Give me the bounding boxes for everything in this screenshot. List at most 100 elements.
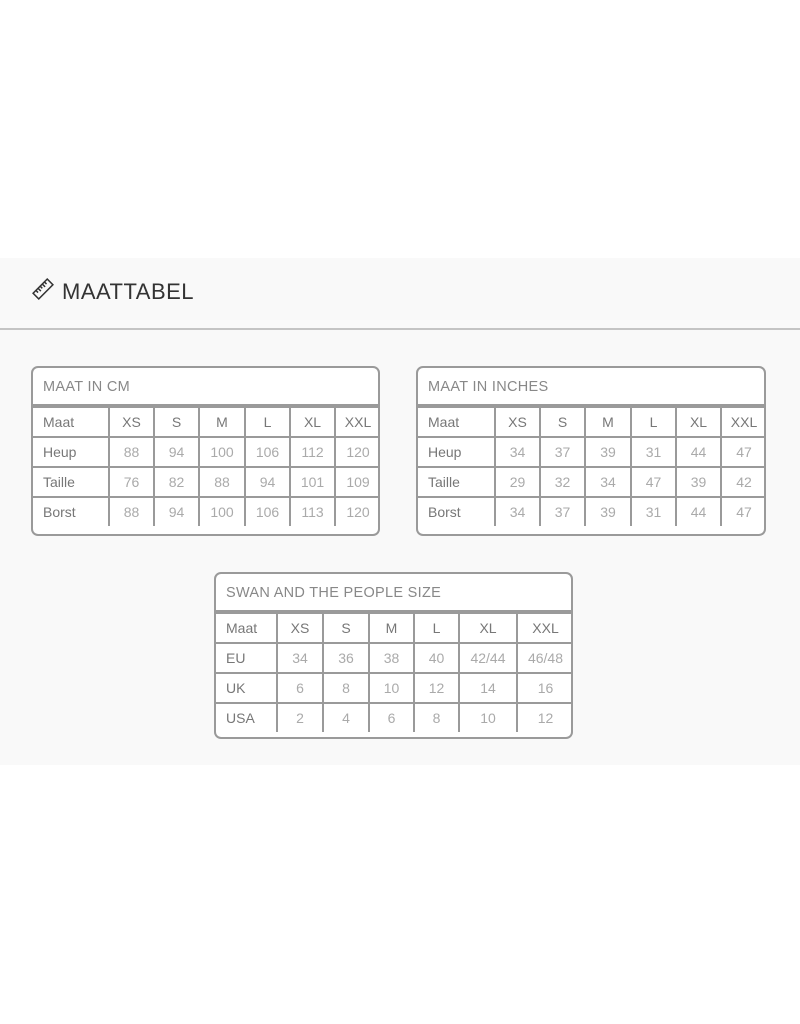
table-row: Taille 29 32 34 47 39 42 <box>418 466 764 498</box>
table-cell: 94 <box>153 496 200 526</box>
table-cell: M <box>368 612 415 644</box>
table-cell: 100 <box>198 436 246 468</box>
row-label: Borst <box>418 496 496 526</box>
table-cell: S <box>153 406 200 438</box>
table-cell: 47 <box>630 466 677 498</box>
table-cell: 109 <box>334 466 378 498</box>
table-cell: M <box>584 406 632 438</box>
table-cell: S <box>322 612 370 644</box>
table-cell: 6 <box>276 672 324 704</box>
table-header-row: Maat XS S M L XL XXL <box>216 612 571 644</box>
table-cell: S <box>539 406 586 438</box>
table-cell: 34 <box>584 466 632 498</box>
table-cell: 39 <box>584 436 632 468</box>
table-cell: XS <box>494 406 541 438</box>
header: MAATTABEL <box>32 278 194 305</box>
table-cell: XL <box>458 612 518 644</box>
ruler-icon <box>32 278 54 305</box>
table-row: USA 2 4 6 8 10 12 <box>216 702 571 732</box>
table-cell: XXL <box>516 612 571 644</box>
table-cell: 4 <box>322 702 370 732</box>
table-cell: 29 <box>494 466 541 498</box>
table-cell: 120 <box>334 496 378 526</box>
table-cell: 82 <box>153 466 200 498</box>
table-cell: M <box>198 406 246 438</box>
table-cell: XS <box>276 612 324 644</box>
table-cell: 100 <box>198 496 246 526</box>
table-header-row: Maat XS S M L XL XXL <box>33 406 378 438</box>
table-cell: 39 <box>584 496 632 526</box>
table-row: Heup 34 37 39 31 44 47 <box>418 436 764 468</box>
table-cell: 39 <box>675 466 722 498</box>
table-cell: XL <box>289 406 336 438</box>
table-cell: 44 <box>675 436 722 468</box>
table-cell: 76 <box>108 466 155 498</box>
table-row: UK 6 8 10 12 14 16 <box>216 672 571 704</box>
table-cell: 88 <box>108 436 155 468</box>
table-cell: 40 <box>413 642 460 674</box>
table-header-row: Maat XS S M L XL XXL <box>418 406 764 438</box>
table-cell: 8 <box>322 672 370 704</box>
table-cell: 42/44 <box>458 642 518 674</box>
table-cell: 34 <box>276 642 324 674</box>
table-cell: XXL <box>720 406 764 438</box>
table-cell: 42 <box>720 466 764 498</box>
table-cell: 36 <box>322 642 370 674</box>
divider <box>0 328 800 330</box>
table-cell: 47 <box>720 496 764 526</box>
table-cell: XL <box>675 406 722 438</box>
table-cell: 106 <box>244 436 291 468</box>
table-cell: L <box>630 406 677 438</box>
table-caption: SWAN AND THE PEOPLE SIZE <box>216 574 571 612</box>
table-cell: 44 <box>675 496 722 526</box>
table-cm: MAAT IN CM Maat XS S M L XL XXL Heup 88 94 100 106 11… <box>31 366 380 536</box>
table-row: Taille 76 82 88 94 101 109 <box>33 466 378 498</box>
row-label: Heup <box>33 436 110 468</box>
table-cell: 2 <box>276 702 324 732</box>
table-cell: 10 <box>458 702 518 732</box>
table-cell: 38 <box>368 642 415 674</box>
table-cell: 12 <box>413 672 460 704</box>
table-cell: 6 <box>368 702 415 732</box>
row-label: Maat <box>418 406 496 438</box>
table-cell: 37 <box>539 436 586 468</box>
row-label: UK <box>216 672 278 704</box>
table-brand-size: SWAN AND THE PEOPLE SIZE Maat XS S M L XL XXL EU… <box>214 572 573 739</box>
row-label: USA <box>216 702 278 732</box>
row-label: Borst <box>33 496 110 526</box>
row-label: Maat <box>216 612 278 644</box>
table-cell: 46/48 <box>516 642 571 674</box>
table-cell: 14 <box>458 672 518 704</box>
table-cell: 106 <box>244 496 291 526</box>
table-cell: L <box>413 612 460 644</box>
row-label: Maat <box>33 406 110 438</box>
table-row: Borst 34 37 39 31 44 47 <box>418 496 764 526</box>
row-label: EU <box>216 642 278 674</box>
table-cell: 37 <box>539 496 586 526</box>
table-cell: 34 <box>494 496 541 526</box>
table-cell: 94 <box>153 436 200 468</box>
table-cell: 8 <box>413 702 460 732</box>
table-row: Borst 88 94 100 106 113 120 <box>33 496 378 526</box>
table-cell: 34 <box>494 436 541 468</box>
table-cell: 10 <box>368 672 415 704</box>
table-caption: MAAT IN CM <box>33 368 378 406</box>
table-cell: 16 <box>516 672 571 704</box>
table-cell: XS <box>108 406 155 438</box>
table-row: Heup 88 94 100 106 112 120 <box>33 436 378 468</box>
table-cell: 112 <box>289 436 336 468</box>
table-caption: MAAT IN INCHES <box>418 368 764 406</box>
table-cell: 31 <box>630 436 677 468</box>
table-cell: 101 <box>289 466 336 498</box>
table-inches: MAAT IN INCHES Maat XS S M L XL XXL Heup 34 37 39 31… <box>416 366 766 536</box>
page-title: MAATTABEL <box>62 278 195 304</box>
row-label: Heup <box>418 436 496 468</box>
table-row: EU 34 36 38 40 42/44 46/48 <box>216 642 571 674</box>
table-cell: 113 <box>289 496 336 526</box>
table-cell: XXL <box>334 406 378 438</box>
table-cell: 88 <box>198 466 246 498</box>
table-cell: 31 <box>630 496 677 526</box>
row-label: Taille <box>418 466 496 498</box>
table-cell: 47 <box>720 436 764 468</box>
table-cell: 12 <box>516 702 571 732</box>
